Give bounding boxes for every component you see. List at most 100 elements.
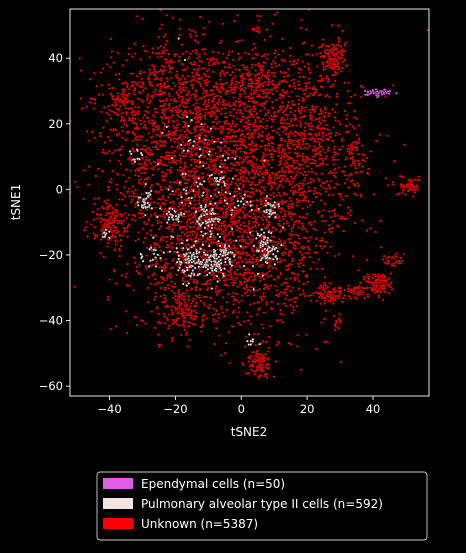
data-point	[162, 195, 164, 197]
data-point	[222, 230, 224, 232]
data-point	[329, 136, 331, 138]
data-point	[177, 188, 179, 190]
data-point	[309, 92, 311, 94]
data-point	[343, 82, 345, 84]
data-point	[249, 152, 251, 154]
data-point	[178, 96, 180, 98]
data-point	[324, 220, 326, 222]
data-point	[263, 288, 265, 290]
data-point	[218, 128, 220, 130]
data-point	[261, 263, 263, 265]
data-point	[176, 197, 178, 199]
data-point	[334, 111, 336, 113]
data-point	[213, 61, 215, 63]
data-point	[343, 59, 345, 61]
data-point	[198, 196, 200, 198]
data-point	[337, 68, 339, 70]
data-point	[267, 148, 269, 150]
data-point	[138, 98, 140, 100]
data-point	[184, 226, 186, 228]
data-point	[183, 233, 185, 235]
data-point	[299, 294, 301, 296]
data-point	[242, 222, 244, 224]
data-point	[282, 105, 284, 107]
data-point	[306, 213, 308, 215]
data-point	[280, 229, 282, 231]
data-point	[339, 123, 341, 125]
data-point	[253, 124, 255, 126]
data-point	[162, 214, 164, 216]
data-point	[171, 114, 173, 116]
data-point	[194, 161, 196, 163]
data-point	[211, 114, 213, 116]
data-point	[179, 136, 181, 138]
data-point	[271, 156, 273, 158]
data-point	[269, 325, 271, 327]
data-point	[244, 245, 246, 247]
data-point	[170, 77, 172, 79]
data-point	[318, 180, 320, 182]
data-point	[83, 169, 85, 171]
data-point	[251, 248, 253, 250]
data-point	[319, 193, 321, 195]
data-point	[146, 50, 148, 52]
data-point	[260, 353, 262, 355]
data-point	[356, 182, 358, 184]
data-point	[190, 94, 192, 96]
data-point	[386, 135, 388, 137]
data-point	[237, 236, 239, 238]
data-point	[160, 276, 162, 278]
data-point	[256, 199, 258, 201]
data-point	[145, 156, 147, 158]
data-point	[166, 277, 168, 279]
data-point	[175, 182, 177, 184]
data-point	[284, 298, 286, 300]
data-point	[286, 154, 288, 156]
data-point	[294, 248, 296, 250]
data-point	[205, 296, 207, 298]
data-point	[244, 190, 246, 192]
data-point	[212, 51, 214, 53]
data-point	[226, 239, 228, 241]
data-point	[325, 45, 327, 47]
data-point	[198, 294, 200, 296]
data-point	[131, 199, 133, 201]
data-point	[289, 216, 291, 218]
data-point	[237, 40, 239, 42]
data-point	[342, 297, 344, 299]
data-point	[108, 150, 110, 152]
data-point	[79, 57, 81, 59]
data-point	[231, 82, 233, 84]
data-point	[305, 276, 307, 278]
data-point	[356, 133, 358, 135]
data-point	[247, 162, 249, 164]
data-point	[322, 38, 324, 40]
data-point	[253, 373, 255, 375]
data-point	[254, 119, 256, 121]
data-point	[152, 71, 154, 73]
data-point	[185, 143, 187, 145]
data-point	[286, 145, 288, 147]
data-point	[176, 91, 178, 93]
data-point	[88, 140, 90, 142]
data-point	[265, 284, 267, 286]
data-point	[293, 177, 295, 179]
data-point	[243, 225, 245, 227]
data-point	[278, 238, 280, 240]
data-point	[163, 211, 165, 213]
data-point	[266, 358, 268, 360]
data-point	[203, 122, 205, 124]
data-point	[234, 83, 236, 85]
data-point	[181, 205, 183, 207]
data-point	[280, 207, 282, 209]
data-point	[324, 276, 326, 278]
data-point	[188, 339, 190, 341]
data-point	[93, 197, 95, 199]
data-point	[293, 223, 295, 225]
data-point	[140, 123, 142, 125]
data-point	[329, 231, 331, 233]
data-point	[310, 118, 312, 120]
data-point	[199, 126, 201, 128]
data-point	[252, 279, 254, 281]
data-point	[135, 270, 137, 272]
